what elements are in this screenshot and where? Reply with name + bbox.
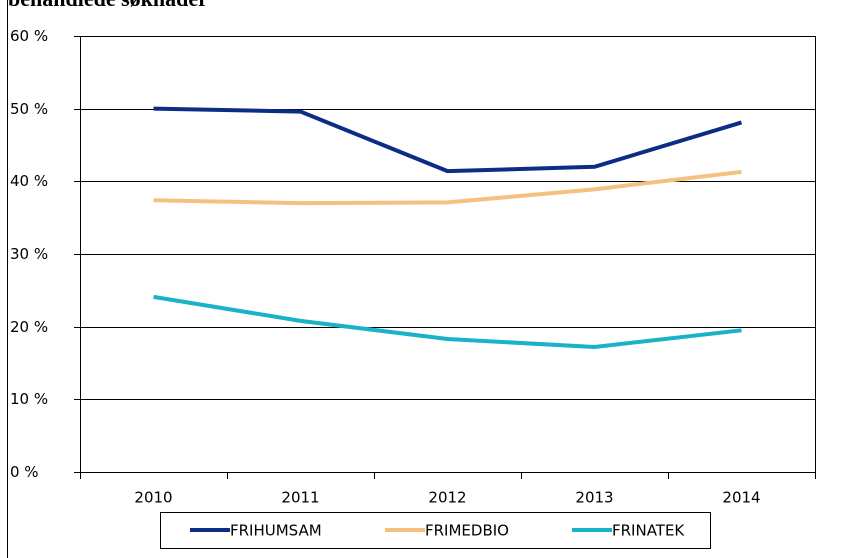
y-tick-label: 10 % bbox=[10, 390, 48, 408]
legend-label: FRINATEK bbox=[612, 522, 685, 540]
x-tick-label: 2012 bbox=[428, 489, 466, 507]
x-tick-label: 2013 bbox=[575, 489, 613, 507]
y-tick-label: 20 % bbox=[10, 318, 48, 336]
y-tick-label: 50 % bbox=[10, 100, 48, 118]
legend-label: FRIMEDBIO bbox=[425, 522, 509, 540]
plot-border bbox=[80, 36, 816, 473]
x-tick-label: 2010 bbox=[134, 489, 172, 507]
chart-title: behandlede søknader bbox=[8, 0, 208, 11]
x-tick-label: 2014 bbox=[722, 489, 760, 507]
y-tick-label: 40 % bbox=[10, 172, 48, 190]
x-tick-label: 2011 bbox=[281, 489, 319, 507]
data-line bbox=[153, 106, 743, 174]
y-tick-label: 30 % bbox=[10, 245, 48, 263]
data-line bbox=[153, 169, 742, 206]
y-tick-label: 60 % bbox=[10, 27, 48, 45]
legend-label: FRIHUMSAM bbox=[230, 522, 322, 540]
y-tick-label: 0 % bbox=[10, 463, 39, 481]
data-line bbox=[153, 294, 742, 350]
legend-box bbox=[160, 512, 711, 549]
